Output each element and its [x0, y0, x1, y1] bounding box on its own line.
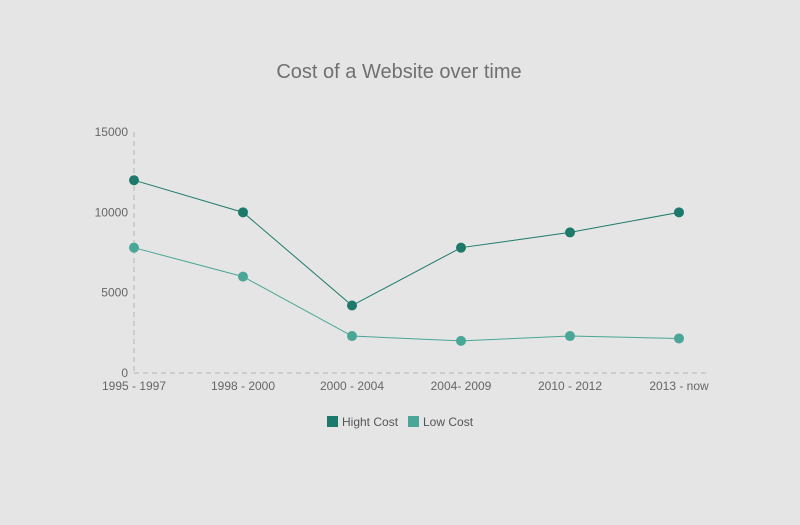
- legend-item[interactable]: Hight Cost: [327, 415, 399, 429]
- data-point[interactable]: [674, 333, 684, 344]
- series-high-cost: [129, 175, 684, 311]
- y-tick-label: 10000: [95, 205, 129, 219]
- data-point[interactable]: [674, 207, 684, 218]
- x-tick-label: 2013 - now: [649, 379, 709, 393]
- data-point[interactable]: [347, 331, 357, 342]
- data-point[interactable]: [238, 271, 248, 282]
- data-point[interactable]: [565, 331, 575, 342]
- legend-item[interactable]: Low Cost: [408, 415, 474, 429]
- x-tick-label: 2004- 2009: [431, 379, 492, 393]
- data-point[interactable]: [565, 227, 575, 238]
- data-point[interactable]: [347, 300, 357, 311]
- legend-swatch: [408, 416, 419, 427]
- data-point[interactable]: [456, 242, 466, 253]
- x-tick-label: 2010 - 2012: [538, 379, 602, 393]
- y-axis-ticks: 0 5000 10000 15000: [95, 125, 129, 380]
- x-axis-ticks: 1995 - 1997 1998 - 2000 2000 - 2004 2004- 2…: [102, 379, 709, 393]
- series-low-cost: [129, 242, 684, 346]
- legend-swatch: [327, 416, 338, 427]
- y-tick-label: 15000: [95, 125, 129, 139]
- chart-title: Cost of a Website over time: [276, 61, 521, 83]
- data-point[interactable]: [129, 175, 139, 186]
- legend[interactable]: Hight Cost Low Cost: [327, 415, 474, 429]
- data-point[interactable]: [238, 207, 248, 218]
- legend-label: Hight Cost: [342, 415, 399, 429]
- legend-label: Low Cost: [423, 415, 474, 429]
- x-tick-label: 1998 - 2000: [211, 379, 275, 393]
- x-tick-label: 1995 - 1997: [102, 379, 166, 393]
- series-line: [133, 247, 680, 342]
- series-line: [133, 179, 680, 307]
- y-tick-label: 5000: [101, 286, 128, 300]
- data-point[interactable]: [456, 335, 466, 346]
- series-layer: [129, 175, 684, 346]
- y-tick-label: 0: [121, 366, 128, 380]
- data-point[interactable]: [129, 242, 139, 253]
- x-tick-label: 2000 - 2004: [320, 379, 384, 393]
